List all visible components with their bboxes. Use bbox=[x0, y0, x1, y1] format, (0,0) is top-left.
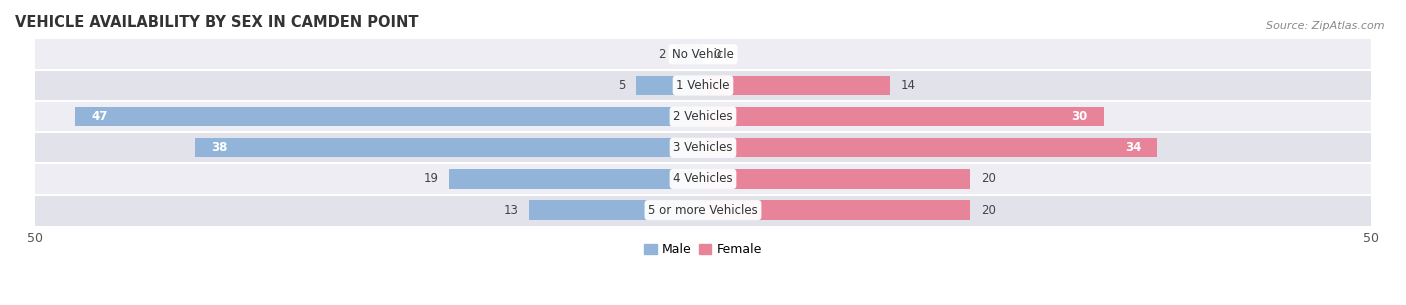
Bar bbox=[529, 200, 703, 220]
Text: 2 Vehicles: 2 Vehicles bbox=[673, 110, 733, 123]
Bar bbox=[703, 200, 970, 220]
Bar bbox=[703, 107, 1104, 126]
Bar bbox=[35, 195, 1371, 226]
Text: 34: 34 bbox=[1125, 141, 1142, 154]
Bar bbox=[703, 169, 970, 188]
Text: Source: ZipAtlas.com: Source: ZipAtlas.com bbox=[1267, 21, 1385, 31]
Text: VEHICLE AVAILABILITY BY SEX IN CAMDEN POINT: VEHICLE AVAILABILITY BY SEX IN CAMDEN PO… bbox=[15, 15, 419, 30]
Text: No Vehicle: No Vehicle bbox=[672, 48, 734, 61]
Text: 1 Vehicle: 1 Vehicle bbox=[676, 79, 730, 92]
Bar bbox=[35, 70, 1371, 101]
Bar bbox=[35, 163, 1371, 195]
Bar bbox=[75, 107, 703, 126]
Bar bbox=[703, 138, 1157, 157]
Bar bbox=[35, 101, 1371, 132]
Text: 4 Vehicles: 4 Vehicles bbox=[673, 172, 733, 185]
Text: 30: 30 bbox=[1071, 110, 1088, 123]
Bar bbox=[703, 76, 890, 95]
Text: 20: 20 bbox=[981, 203, 995, 217]
Bar bbox=[636, 76, 703, 95]
Bar bbox=[35, 132, 1371, 163]
Text: 38: 38 bbox=[211, 141, 228, 154]
Bar bbox=[449, 169, 703, 188]
Text: 0: 0 bbox=[714, 48, 721, 61]
Bar bbox=[35, 39, 1371, 70]
Text: 5: 5 bbox=[619, 79, 626, 92]
Text: 19: 19 bbox=[423, 172, 439, 185]
Text: 13: 13 bbox=[503, 203, 519, 217]
Text: 5 or more Vehicles: 5 or more Vehicles bbox=[648, 203, 758, 217]
Text: 20: 20 bbox=[981, 172, 995, 185]
Bar bbox=[195, 138, 703, 157]
Text: 2: 2 bbox=[658, 48, 665, 61]
Text: 47: 47 bbox=[91, 110, 107, 123]
Text: 3 Vehicles: 3 Vehicles bbox=[673, 141, 733, 154]
Legend: Male, Female: Male, Female bbox=[640, 239, 766, 261]
Text: 14: 14 bbox=[901, 79, 915, 92]
Bar bbox=[676, 45, 703, 64]
